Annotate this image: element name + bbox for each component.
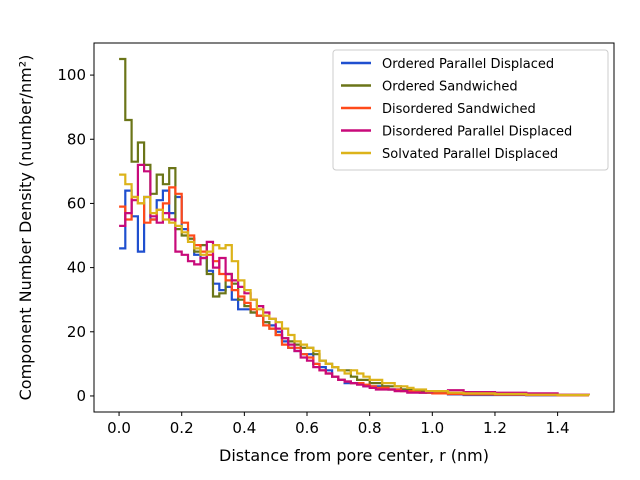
y-tick-label: 40 bbox=[67, 259, 86, 277]
series-line-4 bbox=[119, 163, 590, 396]
x-axis: 0.0 0.2 0.4 0.6 0.8 1.0 1.2 1.4 bbox=[107, 412, 570, 437]
y-tick-label: 100 bbox=[57, 66, 86, 84]
y-tick-label: 20 bbox=[67, 323, 86, 341]
legend-label-4: Disordered Parallel Displaced bbox=[382, 125, 572, 140]
x-tick-label: 0.6 bbox=[295, 419, 319, 437]
y-axis-label: Component Number Density (number/nm²) bbox=[16, 55, 35, 401]
series-line-5 bbox=[119, 173, 590, 397]
legend-label-3: Disordered Sandwiched bbox=[382, 102, 536, 117]
y-axis: 0 20 40 60 80 100 bbox=[57, 66, 94, 405]
plot-frame bbox=[93, 42, 615, 413]
x-tick-label: 1.2 bbox=[483, 419, 507, 437]
legend-label-1: Ordered Parallel Displaced bbox=[382, 57, 554, 72]
x-tick-label: 0.4 bbox=[232, 419, 256, 437]
legend-label-2: Ordered Sandwiched bbox=[382, 80, 518, 95]
legend-label-5: Solvated Parallel Displaced bbox=[382, 147, 558, 162]
y-tick-label: 0 bbox=[76, 387, 86, 405]
legend-box bbox=[332, 49, 609, 171]
x-tick-label: 1.4 bbox=[546, 419, 570, 437]
x-axis-label: Distance from pore center, r (nm) bbox=[219, 446, 489, 465]
legend: Ordered Parallel Displaced Ordered Sandwi… bbox=[332, 49, 609, 171]
y-tick-label: 60 bbox=[67, 194, 86, 212]
plot-area bbox=[119, 57, 590, 397]
x-tick-label: 0.2 bbox=[170, 419, 194, 437]
x-tick-label: 1.0 bbox=[420, 419, 444, 437]
x-tick-label: 0.8 bbox=[358, 419, 382, 437]
y-tick-label: 80 bbox=[67, 130, 86, 148]
series-line-3 bbox=[119, 186, 589, 397]
x-tick-label: 0.0 bbox=[107, 419, 131, 437]
